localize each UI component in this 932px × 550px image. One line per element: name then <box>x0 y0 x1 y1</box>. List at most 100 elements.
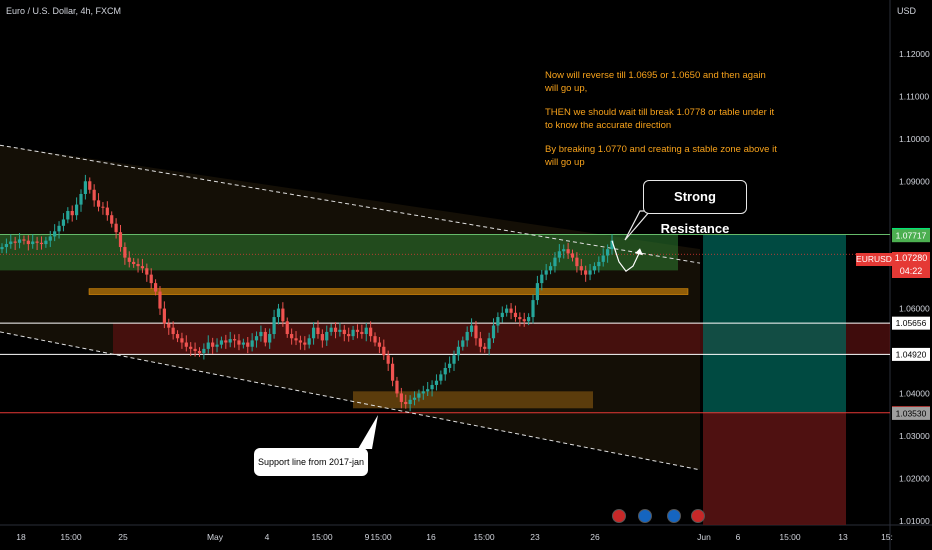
candle-body <box>395 380 399 394</box>
price-tick-label: 1.03000 <box>899 431 930 441</box>
candle-body <box>513 312 518 318</box>
candle-body <box>412 397 417 400</box>
candle-body <box>505 308 509 313</box>
candle-body <box>369 327 373 337</box>
candle-body <box>48 236 52 241</box>
last-price-tag: 1.07280 04:22 <box>892 252 930 278</box>
candle-body <box>132 261 136 265</box>
candle-body <box>281 308 285 322</box>
candle-body <box>272 317 276 335</box>
candle-body <box>579 266 583 271</box>
candle-body <box>66 210 70 220</box>
candle-body <box>206 342 210 349</box>
candle-body <box>426 389 430 392</box>
candle-body <box>338 329 342 332</box>
candle-body <box>606 249 610 256</box>
currency-label: USD <box>897 6 917 16</box>
event-flags[interactable] <box>612 509 707 523</box>
price-tick-label: 1.12000 <box>899 49 930 59</box>
price-badge <box>892 347 930 361</box>
resistance-zone <box>0 234 678 271</box>
candle-body <box>377 342 382 347</box>
candle-body <box>355 329 360 332</box>
candle-body <box>136 264 140 267</box>
candle-body <box>96 200 101 207</box>
candle-body <box>404 401 408 405</box>
channel-fill <box>0 145 700 470</box>
candle-body <box>167 323 171 328</box>
price-tick-label: 1.11000 <box>899 91 929 101</box>
candle-body <box>263 331 267 343</box>
candle-body <box>276 308 281 318</box>
candle-body <box>193 348 197 352</box>
note-line-2: THEN we should wait till break 1.0778 or… <box>545 107 775 131</box>
candle-body <box>189 346 193 349</box>
channel-top-line <box>0 144 701 264</box>
candle-body <box>333 327 338 332</box>
candle-body <box>584 270 588 275</box>
demand-zone <box>353 391 593 409</box>
candle-body <box>57 225 61 232</box>
candle-body <box>31 241 35 245</box>
candle-body <box>316 327 320 335</box>
symbol-badge: EURUSD <box>856 253 892 266</box>
candle-body <box>180 338 184 343</box>
candle-body <box>465 331 469 341</box>
price-badge-label: 1.04920 <box>896 349 927 359</box>
candle-body <box>540 274 544 284</box>
time-tick-label: 23 <box>530 532 540 542</box>
eu-flag-icon[interactable] <box>638 509 653 523</box>
candle-body <box>75 204 79 216</box>
candle-body <box>373 336 377 343</box>
candle-body <box>246 342 250 347</box>
candle-body <box>566 249 570 254</box>
last-price: 1.07280 <box>894 253 928 263</box>
time-tick-label: 26 <box>590 532 600 542</box>
us-flag-icon[interactable] <box>612 509 626 523</box>
candle-body <box>575 257 579 267</box>
candle-body <box>390 363 395 381</box>
candle-body <box>184 342 188 347</box>
candle-body <box>364 327 368 335</box>
candle-body <box>303 342 307 345</box>
projection-arrow <box>635 248 643 256</box>
position-loss-zone <box>703 412 846 525</box>
candle-body <box>127 257 131 262</box>
support-callout: Support line from 2017-jan <box>254 448 368 476</box>
candle-body <box>53 231 57 237</box>
support-pointer <box>358 415 378 449</box>
candle-body <box>0 247 4 250</box>
candle-body <box>250 340 254 347</box>
price-tick-label: 1.09000 <box>899 176 930 186</box>
time-tick-label: 15:00 <box>779 532 801 542</box>
candle-body <box>588 270 592 275</box>
time-tick-label: 15: <box>881 532 893 542</box>
candle-body <box>386 355 390 364</box>
candle-body <box>224 340 228 343</box>
candle-body <box>215 344 219 347</box>
candle-body <box>439 374 443 381</box>
candle-body <box>110 215 114 224</box>
eu-flag-icon[interactable] <box>666 509 681 523</box>
candle-body <box>92 189 96 201</box>
candle-body <box>39 242 44 245</box>
price-badge-label: 1.03530 <box>896 408 927 418</box>
candle-body <box>421 391 425 394</box>
time-tick-label: 9 <box>365 532 370 542</box>
price-badge <box>892 316 930 330</box>
price-tick-label: 1.02000 <box>899 473 930 483</box>
candle-body <box>88 181 92 190</box>
candle-body <box>434 380 439 385</box>
candle-body <box>290 334 294 339</box>
price-tick-label: 1.10000 <box>899 134 930 144</box>
us-flag-icon[interactable] <box>691 509 706 523</box>
candle-body <box>553 257 557 267</box>
candle-body <box>518 317 522 320</box>
time-tick-label: 13 <box>838 532 848 542</box>
candle-body <box>610 240 614 250</box>
candle-body <box>237 340 241 345</box>
candle-body <box>44 240 48 245</box>
candle-body <box>35 241 39 243</box>
candle-body <box>307 338 311 345</box>
